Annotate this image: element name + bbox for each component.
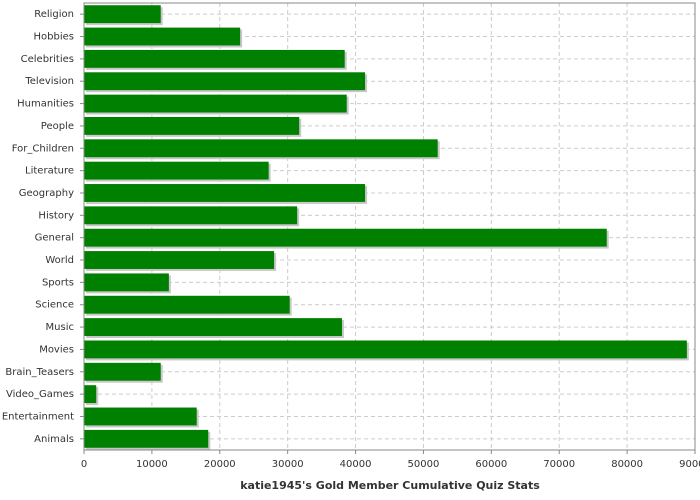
bar: [84, 116, 300, 135]
y-tick-label: Celebrities: [21, 54, 74, 65]
x-tick-label: 20000: [204, 459, 236, 470]
bar: [84, 273, 169, 292]
bar: [84, 407, 197, 426]
y-tick-label: Sports: [42, 277, 74, 288]
bar: [84, 139, 438, 158]
bar: [84, 5, 161, 24]
x-tick-label: 70000: [543, 459, 575, 470]
bar: [84, 72, 366, 91]
y-tick-label: For_Children: [12, 143, 74, 154]
bar: [84, 206, 298, 225]
y-tick-label: Brain_Teasers: [5, 367, 74, 378]
y-tick-label: Geography: [19, 188, 74, 199]
bar: [84, 385, 97, 404]
y-tick-label: Science: [35, 300, 74, 311]
bar: [84, 228, 607, 247]
bar: [84, 362, 161, 381]
x-tick-label: 90000: [679, 459, 700, 470]
x-tick-label: 80000: [611, 459, 643, 470]
y-tick-label: People: [41, 121, 74, 132]
bar: [84, 94, 347, 113]
bar: [84, 27, 241, 46]
bar: [84, 161, 269, 180]
y-tick-label: Humanities: [17, 99, 74, 110]
y-tick-label: History: [38, 210, 74, 221]
y-tick-label: Religion: [34, 9, 74, 20]
y-tick-label: Hobbies: [34, 32, 74, 43]
x-tick-label: 30000: [272, 459, 304, 470]
y-tick-label: Literature: [25, 166, 74, 177]
x-tick-label: 50000: [408, 459, 440, 470]
x-tick-label: 0: [81, 459, 87, 470]
bar: [84, 318, 342, 337]
y-tick-label: Entertainment: [2, 411, 74, 422]
bar: [84, 184, 366, 202]
bar: [84, 251, 275, 269]
y-tick-label: Music: [46, 322, 74, 333]
y-tick-label: Movies: [39, 344, 74, 355]
plot-area: [83, 2, 696, 451]
y-tick-label: Television: [24, 76, 74, 87]
bar: [84, 295, 290, 314]
bar: [84, 429, 209, 448]
x-axis-label: katie1945's Gold Member Cumulative Quiz …: [240, 479, 540, 492]
x-tick-label: 40000: [340, 459, 372, 470]
bar: [84, 49, 345, 68]
plot-frame: [83, 2, 696, 451]
x-tick-label: 60000: [475, 459, 507, 470]
y-tick-label: Animals: [34, 434, 74, 445]
bar: [84, 340, 687, 359]
y-tick-label: World: [45, 255, 74, 266]
x-tick-label: 10000: [136, 459, 168, 470]
y-tick-label: General: [35, 233, 74, 244]
y-tick-label: Video_Games: [6, 389, 74, 400]
